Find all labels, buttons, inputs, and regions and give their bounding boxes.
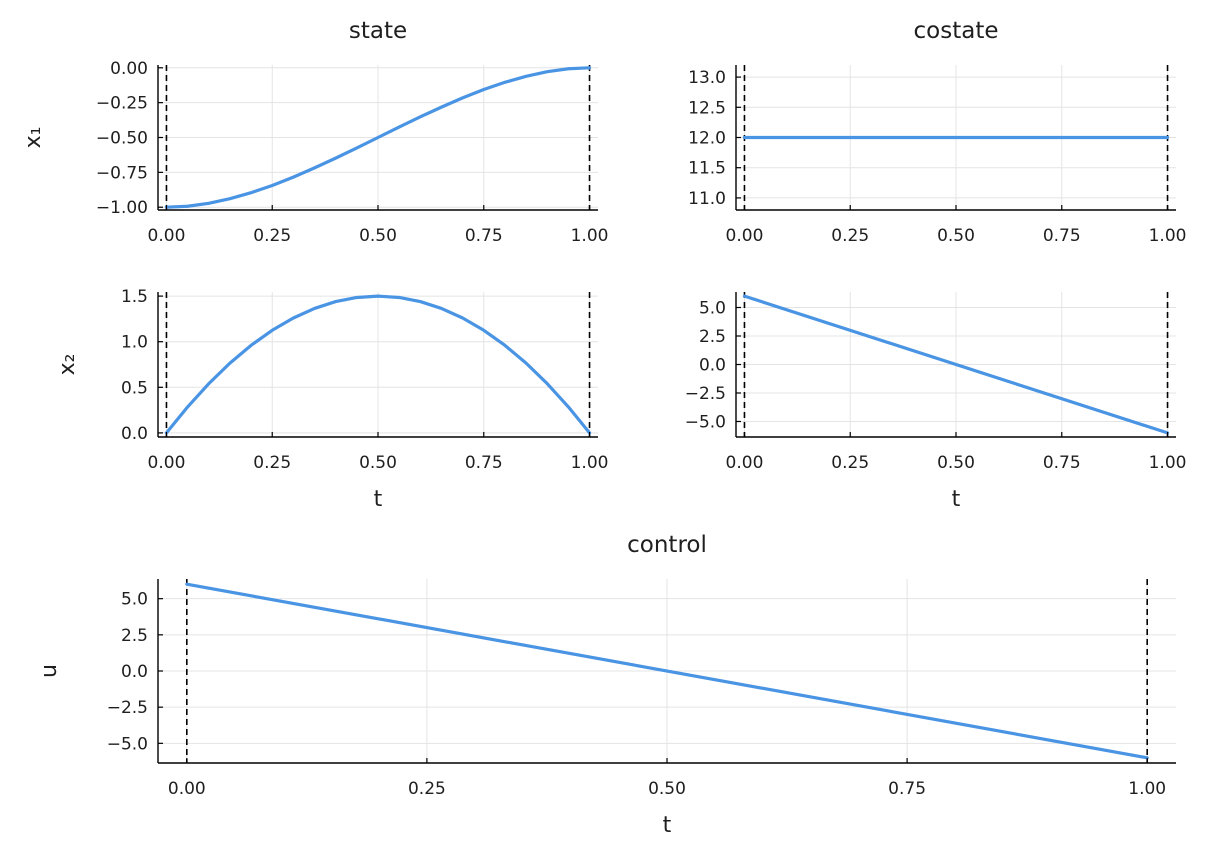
y-axis-label: x₂ (55, 354, 80, 376)
x-tick-label: 0.00 (148, 226, 186, 246)
x-tick-label: 1.00 (571, 453, 609, 473)
y-tick-label: −0.75 (96, 163, 148, 183)
x-tick-label: 0.75 (888, 779, 926, 799)
x-tick-label: 0.50 (648, 779, 686, 799)
panel-x1: 0.00 0.25 0.50 0.75 1.00 0.00 −0.25 −0.50 −0.75 −… (21, 18, 608, 246)
y-tick-label: 5.0 (699, 299, 726, 319)
y-tick-label: 11.5 (688, 159, 726, 179)
y-tick-label: −0.25 (96, 94, 148, 114)
x-tick-label: 0.50 (937, 226, 975, 246)
y-tick-label: 12.5 (688, 98, 726, 118)
y-tick-label: 5.0 (121, 590, 148, 610)
panel-title: costate (914, 18, 999, 44)
x-tick-label: 0.50 (359, 226, 397, 246)
x-tick-label: 0.00 (726, 226, 764, 246)
y-tick-label: 1.5 (121, 287, 148, 307)
panel-lambda2: 0.00 0.25 0.50 0.75 1.00 5.0 2.5 0.0 −2.5 −5.0 t (685, 292, 1187, 512)
y-tick-label: −1.00 (96, 198, 148, 218)
y-tick-label: 2.5 (699, 327, 726, 347)
x-tick-label: 0.25 (408, 779, 446, 799)
x-tick-label: 0.00 (148, 453, 186, 473)
x-tick-label: 0.00 (168, 779, 206, 799)
y-tick-label: 11.0 (688, 189, 726, 209)
y-tick-label: −2.5 (107, 698, 148, 718)
y-tick-label: −0.50 (96, 129, 148, 149)
x-tick-label: 1.00 (1128, 779, 1166, 799)
y-axis-label: x₁ (21, 127, 46, 149)
y-tick-label: 12.0 (688, 129, 726, 149)
x-tick-label: 0.75 (465, 453, 503, 473)
x-tick-label: 1.00 (571, 226, 609, 246)
x-axis-label: t (374, 487, 383, 512)
x-tick-label: 0.50 (937, 453, 975, 473)
x-tick-label: 0.50 (359, 453, 397, 473)
y-tick-label: 2.5 (121, 626, 148, 646)
panel-x2: 0.00 0.25 0.50 0.75 1.00 1.5 1.0 0.5 0.0 t x₂ (55, 287, 608, 512)
x-tick-label: 0.75 (1043, 226, 1081, 246)
y-tick-label: 13.0 (688, 68, 726, 88)
panel-title: control (627, 532, 707, 558)
x-tick-label: 0.25 (831, 453, 869, 473)
x-tick-label: 0.75 (1043, 453, 1081, 473)
y-tick-label: 0.00 (110, 59, 148, 79)
panel-u: 0.00 0.25 0.50 0.75 1.00 5.0 2.5 0.0 −2.5 −5.0 con… (37, 532, 1176, 838)
x-tick-label: 1.00 (1149, 453, 1187, 473)
panel-lambda1: 0.00 0.25 0.50 0.75 1.00 13.0 12.5 12.0 11.5 11.0… (688, 18, 1186, 246)
x-tick-label: 0.00 (726, 453, 764, 473)
y-tick-label: 0.0 (121, 662, 148, 682)
x-tick-label: 0.25 (253, 226, 291, 246)
y-tick-label: −2.5 (685, 384, 726, 404)
x-axis-label: t (952, 487, 961, 512)
y-tick-label: −5.0 (107, 734, 148, 754)
x-tick-label: 0.25 (831, 226, 869, 246)
x-tick-label: 0.75 (465, 226, 503, 246)
y-tick-label: −5.0 (685, 412, 726, 432)
y-axis-label: u (37, 664, 62, 678)
y-tick-label: 1.0 (121, 333, 148, 353)
panel-title: state (349, 18, 407, 44)
y-tick-label: 0.0 (121, 424, 148, 444)
x-tick-label: 0.25 (253, 453, 291, 473)
y-tick-label: 0.5 (121, 378, 148, 398)
x-axis-label: t (663, 813, 672, 838)
x-tick-label: 1.00 (1149, 226, 1187, 246)
y-tick-label: 0.0 (699, 356, 726, 376)
